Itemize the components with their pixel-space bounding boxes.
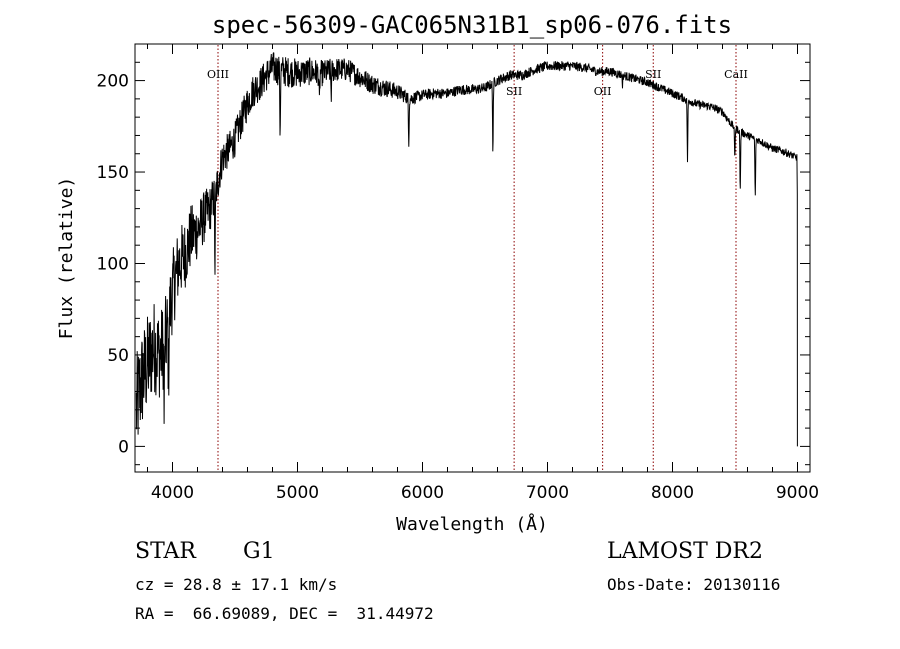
spectral-line-markers	[217, 45, 737, 471]
spectral-line-label-4: CaII	[724, 68, 748, 81]
spectral-line-label-2: OII	[594, 85, 612, 98]
x-tick-label-4: 8000	[651, 483, 694, 503]
x-tick-label-1: 5000	[276, 483, 319, 503]
y-tick-label-1: 50	[107, 346, 129, 366]
spectral-line-label-1: SII	[506, 85, 522, 98]
object-class: STAR	[135, 539, 196, 564]
y-tick-label-2: 100	[97, 254, 129, 274]
spectral-line-labels: OIII SII OII SII CaII	[207, 68, 748, 98]
obs-date-text: Obs-Date: 20130116	[607, 575, 781, 594]
coordinates-text: RA = 66.69089, DEC = 31.44972	[135, 604, 434, 623]
spectral-line-label-3: SII	[645, 68, 661, 81]
y-tick-label-3: 150	[97, 163, 129, 183]
x-tick-label-3: 7000	[526, 483, 569, 503]
survey-name: LAMOST DR2	[607, 539, 763, 564]
redshift-text: cz = 28.8 ± 17.1 km/s	[135, 575, 338, 594]
axis-ticks: 4000 5000 6000 7000 8000 9000 0 50 100 150 200	[97, 43, 819, 503]
x-tick-label-0: 4000	[151, 483, 194, 503]
x-tick-label-2: 6000	[401, 483, 444, 503]
y-tick-label-0: 0	[118, 437, 129, 457]
chart-title: spec-56309-GAC065N31B1_sp06-076.fits	[212, 11, 732, 39]
x-tick-label-5: 9000	[776, 483, 819, 503]
y-axis-label: Flux (relative)	[56, 177, 77, 340]
object-subclass: G1	[243, 539, 275, 564]
plot-frame	[134, 43, 811, 473]
y-tick-label-4: 200	[97, 72, 129, 92]
spectrum-line	[135, 52, 798, 447]
spectral-line-label-0: OIII	[207, 68, 229, 81]
x-axis-label: Wavelength (Å)	[396, 513, 548, 535]
